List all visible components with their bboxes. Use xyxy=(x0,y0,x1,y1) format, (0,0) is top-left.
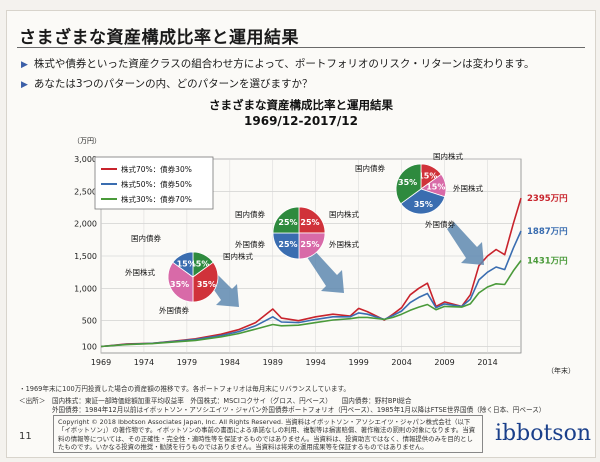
x-unit-label: （年末） xyxy=(547,366,575,375)
pie-asset-label: 外国債券 xyxy=(235,239,265,249)
pies: 15% 国内債券 35% 国内株式 35% 外国株式 15% 外国債券 25% 国内株式 25% 外国… xyxy=(125,151,483,315)
footnote: ・1969年末に100万円投資した場合の資産額の推移です。各ポートフォリオは毎月… xyxy=(19,385,351,393)
slide-title: さまざまな資産構成比率と運用結果 xyxy=(19,28,299,48)
line-chart: （万円） （年末） 100 500 1,000 1,500 2,000 2,500 3,00… xyxy=(73,137,575,375)
pie-pct-label: 15% xyxy=(426,183,445,192)
x-tick-label: 1994 xyxy=(306,358,326,367)
bullet-1: ▶ 株式や債券といった資産クラスの組合わせ方によって、ポートフォリオのリスク・リタ… xyxy=(21,56,535,71)
pie-asset-label: 国内株式 xyxy=(329,209,359,219)
end-value-label: 1887万円 xyxy=(527,227,568,237)
bullet-2: ▶ あなたは3つのパターンの内、どのパターンを選びますか？ xyxy=(21,76,313,91)
title-divider xyxy=(17,47,585,48)
y-tick-label: 1,500 xyxy=(74,252,97,261)
series-line xyxy=(100,230,522,348)
pie-pct-label: 35% xyxy=(197,280,216,289)
pie-slice xyxy=(400,188,446,215)
pie-asset-label: 国内債券 xyxy=(131,233,161,243)
pie-pct-label: 25% xyxy=(278,240,297,249)
pie-pct-label: 25% xyxy=(278,218,297,227)
legend-label: 株式70%：債券30% xyxy=(121,164,192,174)
x-tick-label: 2009 xyxy=(434,358,454,367)
end-value-label: 1431万円 xyxy=(527,256,568,266)
x-tick-label: 2014 xyxy=(477,358,497,367)
pie-slice xyxy=(395,163,422,205)
legend-label: 株式30%：債券70% xyxy=(121,194,192,204)
chart-subtitle: 1969/12-2017/12 xyxy=(244,114,358,128)
copyright-box: Copyright © 2018 Ibbotson Associates Jap… xyxy=(53,415,483,453)
x-tick-label: 2004 xyxy=(391,358,411,367)
x-tick-label: 1979 xyxy=(177,358,197,367)
pie-pct-label: 35% xyxy=(398,178,417,187)
bullet-triangle-icon: ▶ xyxy=(21,80,28,90)
bullet-triangle-icon: ▶ xyxy=(21,60,28,70)
y-tick-label: 3,000 xyxy=(74,155,97,164)
y-tick-label: 500 xyxy=(82,317,97,326)
x-tick-label: 1974 xyxy=(134,358,154,367)
arrow-2 xyxy=(307,250,344,293)
pie-slice xyxy=(272,206,300,234)
pie-asset-label: 外国債券 xyxy=(159,305,189,315)
slide: さまざまな資産構成比率と運用結果 ▶ 株式や債券といった資産クラスの組合わせ方によ… xyxy=(6,10,596,458)
arrow-3 xyxy=(447,222,484,265)
pie-pct-label: 35% xyxy=(170,280,189,289)
bullet-1-text: 株式や債券といった資産クラスの組合わせ方によって、ポートフォリオのリスク・リター… xyxy=(33,58,535,70)
end-labels: 2395万円 1887万円 1431万円 xyxy=(527,194,568,266)
source-note: ＜出所＞ 国内株式：東証一部時価総額加重平均収益率 外国株式：MSCIコクサイ（… xyxy=(19,397,412,405)
arrows xyxy=(203,222,484,307)
x-tick-label: 1989 xyxy=(263,358,283,367)
pie-slice xyxy=(172,251,194,278)
y-axis: 100 500 1,000 1,500 2,000 2,500 3,000 xyxy=(74,155,97,352)
brand-logo: ibbotson xyxy=(495,421,591,446)
pie-asset-label: 国内株式 xyxy=(433,151,463,161)
pie-slice xyxy=(272,232,300,260)
x-axis: 1969 1974 1979 1984 1989 1994 1999 2004 2009 2014 xyxy=(91,358,498,367)
pie-pct-label: 15% xyxy=(177,260,196,269)
source-note-2: 外国債券：1984年12月以前はイボットソン・アソシエイツ・ジャパン外国債券ポー… xyxy=(19,406,546,414)
pie-slice xyxy=(192,261,219,303)
series-line xyxy=(100,197,522,348)
x-tick-label: 1984 xyxy=(220,358,240,367)
series-lines xyxy=(100,197,522,348)
end-value-label: 2395万円 xyxy=(527,194,568,204)
y-unit-label: （万円） xyxy=(73,137,101,145)
pie-asset-label: 国内債券 xyxy=(235,209,265,219)
page-number: 11 xyxy=(19,431,32,442)
pie-pct-label: 25% xyxy=(300,218,319,227)
legend-label: 株式50%：債券50% xyxy=(121,179,192,189)
series-line xyxy=(100,260,522,348)
pie-slice xyxy=(298,232,326,260)
pie-slice xyxy=(298,206,326,234)
pie-asset-label: 国内債券 xyxy=(355,163,385,173)
bullet-2-text: あなたは3つのパターンの内、どのパターンを選びますか？ xyxy=(33,78,313,90)
x-tick-label: 1999 xyxy=(348,358,368,367)
y-tick-label: 2,500 xyxy=(74,187,97,196)
y-tick-label: 100 xyxy=(82,343,97,352)
pie-pct-label: 25% xyxy=(300,240,319,249)
pie-pct-label: 35% xyxy=(414,200,433,209)
y-tick-label: 1,000 xyxy=(74,284,97,293)
pie-asset-label: 外国債券 xyxy=(425,219,455,229)
x-tick-label: 1969 xyxy=(91,358,111,367)
y-tick-label: 2,000 xyxy=(74,220,97,229)
chart-title: さまざまな資産構成比率と運用結果 xyxy=(209,98,393,112)
pie-asset-label: 外国株式 xyxy=(329,239,359,249)
legend: 株式70%：債券30% 株式50%：債券50% 株式30%：債券70% xyxy=(94,156,214,210)
pie-slice xyxy=(167,261,194,303)
pie-pct-label: 15% xyxy=(190,260,209,269)
pie-asset-label: 国内株式 xyxy=(223,251,253,261)
pie-pct-label: 15% xyxy=(418,172,437,181)
pie-asset-label: 外国株式 xyxy=(453,183,483,193)
pie-asset-label: 外国株式 xyxy=(125,267,155,277)
